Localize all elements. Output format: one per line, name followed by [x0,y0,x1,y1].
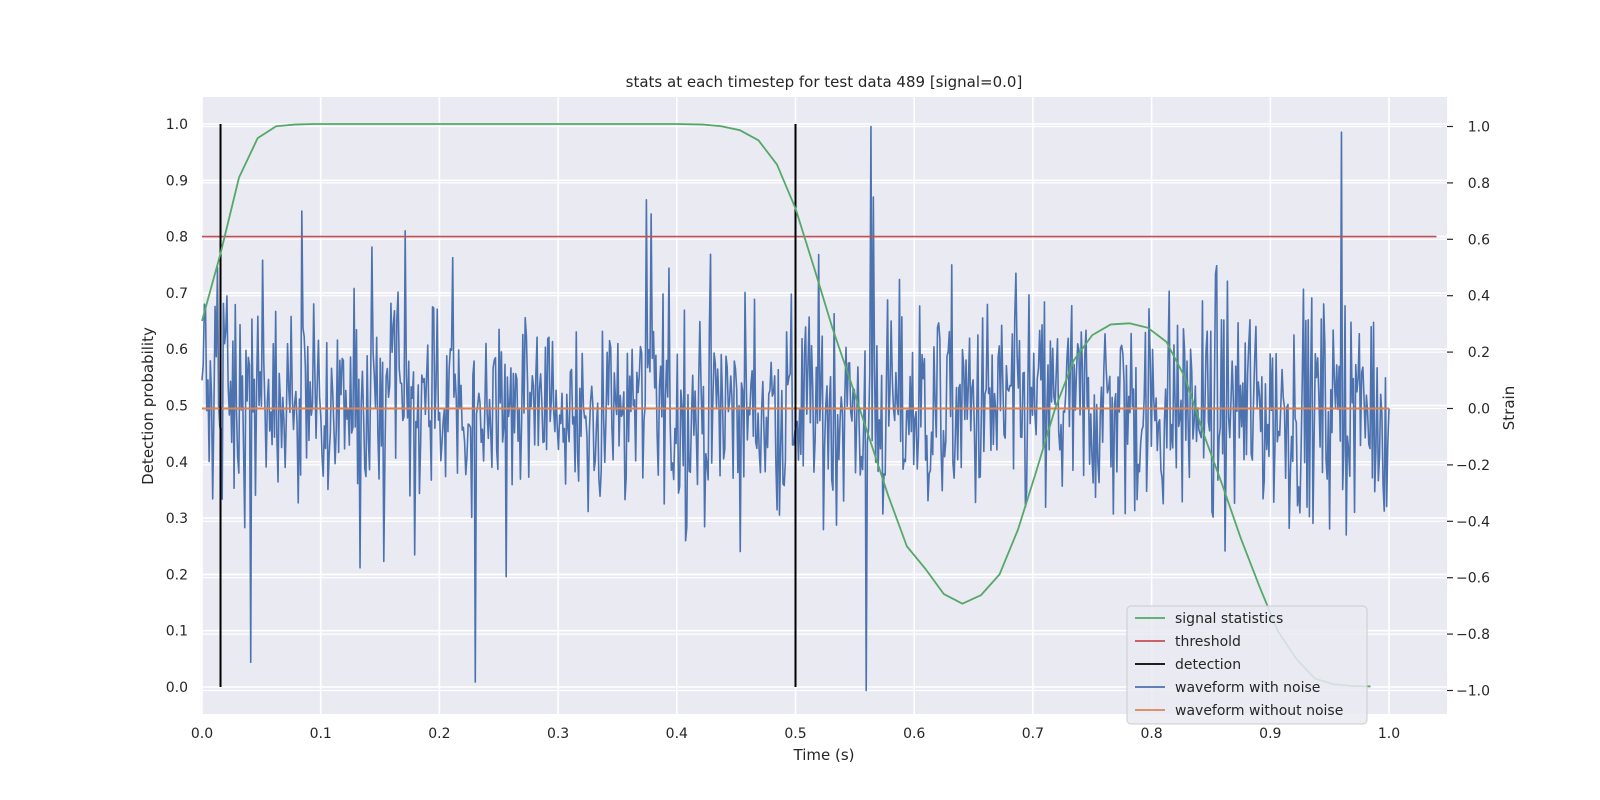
x-tick-label: 0.3 [547,726,569,742]
series-signal-statistics [201,123,1371,688]
x-axis-label: Time (s) [793,746,855,764]
y2-tick-label: −0.2 [1456,458,1490,474]
legend-label: threshold [1175,634,1241,650]
legend: signal statistics threshold detection wavef… [1126,605,1368,725]
y-axis-ticks: 0.0 0.1 0.2 0.3 0.4 0.5 0.6 0.7 0.8 0.9 1.0 [166,117,188,696]
y2-tick-label: 0.0 [1468,402,1490,418]
y2-tick-label: −0.6 [1456,571,1490,587]
y2-tick-label: −1.0 [1456,684,1490,700]
y-tick-label: 0.2 [166,567,188,583]
y-tick-label: 0.9 [166,173,188,189]
y-tick-label: 0.5 [166,399,188,415]
y-tick-label: 1.0 [166,117,188,133]
y2-tick-label: 1.0 [1468,120,1490,136]
x-axis-ticks: 0.0 0.1 0.2 0.3 0.4 0.5 0.6 0.7 0.8 0.9 1.0 [191,726,1400,742]
legend-label: detection [1175,657,1241,673]
y2-axis-label: Strain [1500,386,1518,430]
y-axis-label: Detection probability [139,327,157,485]
y-tick-label: 0.6 [166,342,188,358]
y2-tick-label: −0.8 [1456,627,1490,643]
x-tick-label: 0.0 [191,726,213,742]
legend-box [1126,605,1368,725]
chart-title: stats at each timestep for test data 489… [626,73,1023,91]
y2-tick-label: 0.8 [1468,176,1490,192]
x-tick-label: 0.5 [784,726,806,742]
x-tick-label: 0.4 [666,726,688,742]
y2-tick-label: −0.4 [1456,514,1490,530]
y2-tick-label: 0.6 [1468,232,1490,248]
x-tick-label: 1.0 [1378,726,1400,742]
y-tick-label: 0.8 [166,230,188,246]
y-tick-label: 0.0 [166,680,188,696]
y2-tick-label: 0.2 [1468,345,1490,361]
x-tick-label: 0.7 [1022,726,1044,742]
x-tick-label: 0.2 [428,726,450,742]
y-tick-label: 0.1 [166,624,188,640]
y-tick-label: 0.3 [166,511,188,527]
series-layer [201,123,1437,692]
x-tick-label: 0.6 [903,726,925,742]
x-tick-label: 0.9 [1259,726,1281,742]
legend-label: waveform without noise [1175,703,1343,719]
y2-axis-ticks: −1.0 −0.8 −0.6 −0.4 −0.2 0.0 0.2 0.4 0.6 0.8 1.0 [1447,120,1490,700]
legend-label: waveform with noise [1175,680,1320,696]
x-tick-label: 0.1 [310,726,332,742]
legend-label: signal statistics [1175,611,1283,627]
y2-tick-label: 0.4 [1468,289,1490,305]
y-tick-label: 0.7 [166,286,188,302]
x-tick-label: 0.8 [1140,726,1162,742]
y-tick-label: 0.4 [166,455,188,471]
